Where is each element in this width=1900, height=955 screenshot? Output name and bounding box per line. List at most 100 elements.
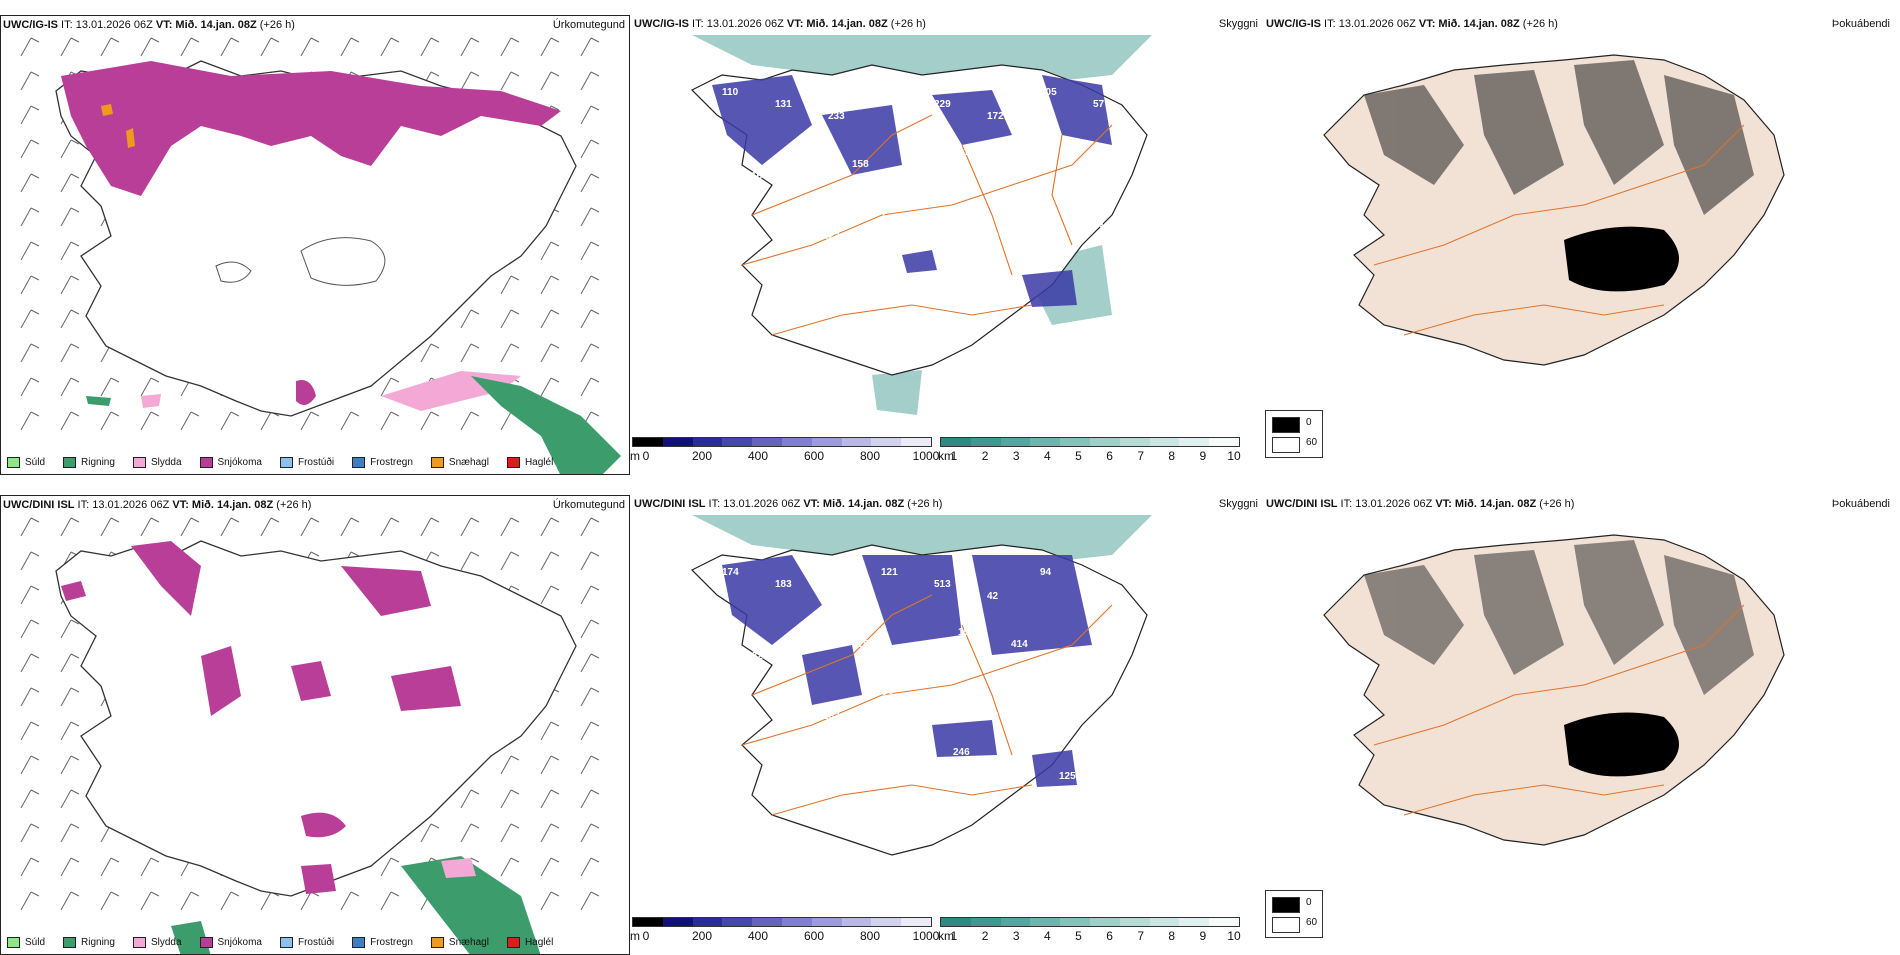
- wind-barb-flag: [190, 891, 200, 897]
- wind-barb: [500, 411, 512, 431]
- wind-barb-flag: [70, 343, 80, 349]
- wind-barb-flag: [510, 71, 520, 77]
- wind-barb-flag: [30, 857, 40, 863]
- wind-barb-flag: [110, 377, 120, 383]
- cloud-base-label: 128: [852, 639, 869, 650]
- wind-barb-flag: [350, 411, 360, 417]
- wind-barb: [20, 755, 32, 775]
- wind-barb: [20, 517, 32, 537]
- cloud-base-label: 116: [746, 171, 763, 182]
- wind-barb-flag: [230, 411, 240, 417]
- cloud-base-label: 229: [934, 99, 951, 110]
- cloud-base-label: 110: [722, 87, 739, 98]
- wind-barb-flag: [390, 517, 400, 523]
- iceland-outline: [55, 60, 577, 417]
- legend-label: Frostregn: [370, 457, 413, 468]
- wind-barb-flag: [70, 377, 80, 383]
- cloud-base-label: 172: [987, 111, 1004, 122]
- snow-pellet-areas: [101, 104, 135, 148]
- wind-barb: [380, 517, 392, 537]
- wind-barb: [20, 173, 32, 193]
- wind-barb: [460, 343, 472, 363]
- colorbar-tick: 5: [1075, 449, 1082, 463]
- wind-barb: [580, 71, 592, 91]
- wind-barb-flag: [430, 823, 440, 829]
- wind-barb-flag: [70, 891, 80, 897]
- wind-barb-flag: [70, 275, 80, 281]
- wind-barb-flag: [590, 619, 600, 625]
- snow-areas: [61, 541, 461, 894]
- cloud-base-areas: [722, 555, 1092, 787]
- wind-barb: [140, 517, 152, 537]
- wind-barb-flag: [550, 343, 560, 349]
- panel-title: Þokuábendi: [1831, 498, 1890, 510]
- wind-barb-flag: [230, 891, 240, 897]
- cloud-base-map: 110 131 233 183 229 172 105 57 116 130 158 173 21 140…: [690, 35, 1152, 415]
- wind-barb: [340, 37, 352, 57]
- cloud-base-label: 172: [770, 699, 787, 710]
- wind-barb-flag: [550, 585, 560, 591]
- cloud-base-label: 130: [799, 147, 816, 158]
- cloud-base-label: 423: [823, 231, 840, 242]
- wind-barb: [580, 173, 592, 193]
- colorbar-tick: 1000: [912, 929, 940, 943]
- wind-barb: [500, 857, 512, 877]
- colorbar-tick: 4: [1043, 449, 1051, 463]
- cloud-base-label: 233: [828, 111, 845, 122]
- wind-barb: [380, 891, 392, 911]
- panel-title: Úrkomutegund: [552, 19, 625, 31]
- wind-barb-flag: [590, 857, 600, 863]
- wind-barb: [20, 309, 32, 329]
- legend-label: Snjókoma: [217, 937, 262, 948]
- colorbar-tick: 1000: [912, 449, 940, 463]
- wind-barb: [20, 721, 32, 741]
- wind-barb-flag: [110, 857, 120, 863]
- wind-barb-flag: [550, 71, 560, 77]
- wind-barb-flag: [30, 343, 40, 349]
- wind-barb: [540, 343, 552, 363]
- legend-item: Frostúði: [279, 457, 334, 468]
- fog-legend: 0 60: [1265, 410, 1323, 458]
- wind-barb: [420, 823, 432, 843]
- precip-type-panel-row1: UWC/IG-IS IT: 13.01.2026 06Z VT: Mið. 14…: [0, 15, 630, 475]
- wind-barb-flag: [550, 551, 560, 557]
- wind-barb-flag: [510, 789, 520, 795]
- wind-barb: [460, 823, 472, 843]
- wind-barb-flag: [30, 37, 40, 43]
- wind-barb-flag: [70, 721, 80, 727]
- wind-barb: [20, 207, 32, 227]
- wind-barb-flag: [30, 789, 40, 795]
- wind-barb-flag: [590, 517, 600, 523]
- legend-item: Frostúði: [279, 937, 334, 948]
- legend-swatch: [63, 937, 77, 948]
- panel-header: UWC/IG-IS IT: 13.01.2026 06Z VT: Mið. 14…: [634, 18, 926, 30]
- legend-label: Snjókoma: [217, 457, 262, 468]
- wind-barb-flag: [110, 517, 120, 523]
- wind-barb-flag: [590, 309, 600, 315]
- fog-legend-light: [1272, 917, 1300, 933]
- precip-legend: Súld Rigning Slydda Snjókoma Frostúði Frostre…: [7, 457, 553, 468]
- wind-barb-flag: [430, 343, 440, 349]
- wind-barb-flag: [350, 551, 360, 557]
- wind-barb-flag: [590, 207, 600, 213]
- panel-title: Skyggni: [1218, 498, 1258, 510]
- cloud-base-label: 134: [1006, 759, 1023, 770]
- wind-barb-flag: [550, 891, 560, 897]
- wind-barb: [580, 619, 592, 639]
- wind-barb: [60, 309, 72, 329]
- legend-item: Snæhagl: [430, 457, 489, 468]
- wind-barb: [580, 891, 592, 911]
- wind-barb-flag: [550, 721, 560, 727]
- wind-barb-flag: [70, 411, 80, 417]
- wind-barb: [260, 411, 272, 431]
- fog-legend-dark: [1272, 897, 1300, 913]
- legend-swatch: [199, 457, 213, 468]
- cloud-base-colorbar: m 0 200 400 600 800 1000: [630, 917, 939, 943]
- wind-barb-flag: [470, 343, 480, 349]
- wind-barb: [60, 139, 72, 159]
- wind-barb: [140, 377, 152, 397]
- wind-barb: [20, 343, 32, 363]
- wind-barb-flag: [430, 411, 440, 417]
- wind-barb-flag: [470, 789, 480, 795]
- wind-barb-flag: [550, 275, 560, 281]
